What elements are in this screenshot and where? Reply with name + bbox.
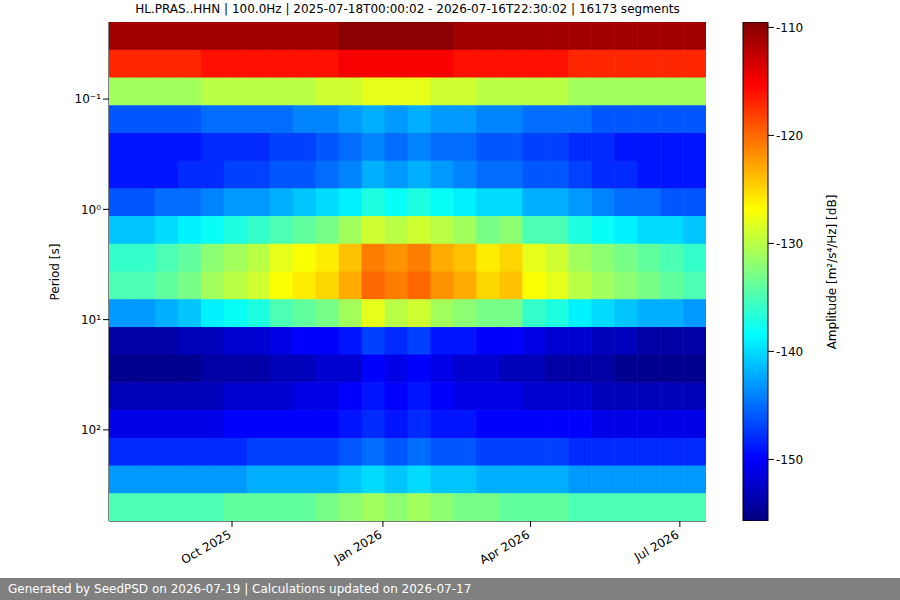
svg-text:Oct 2025: Oct 2025 xyxy=(179,527,234,567)
html-text:Generated by SeedPSD on 2026-0: Generated by SeedPSD on 2026-07-19 | Cal… xyxy=(8,582,472,596)
svg-text:Jul 2026: Jul 2026 xyxy=(631,527,681,564)
svg-text:-110: -110 xyxy=(776,21,803,35)
svg-text:-150: -150 xyxy=(776,453,803,467)
svg-text:-130: -130 xyxy=(776,237,803,251)
svg-text:-140: -140 xyxy=(776,345,803,359)
html-text:Amplitude [m²/s⁴/Hz] [dB]: Amplitude [m²/s⁴/Hz] [dB] xyxy=(825,194,839,349)
svg-text:10⁻¹: 10⁻¹ xyxy=(75,92,102,106)
svg-text:Jan 2026: Jan 2026 xyxy=(331,527,385,566)
svg-text:10²: 10² xyxy=(81,423,101,437)
svg-text:10⁰: 10⁰ xyxy=(81,203,101,217)
html-text:HL.PRAS..HHN | 100.0Hz | 2025-: HL.PRAS..HHN | 100.0Hz | 2025-07-18T00:0… xyxy=(135,2,680,16)
svg-text:Apr 2026: Apr 2026 xyxy=(477,527,532,567)
svg-text:-120: -120 xyxy=(776,129,803,143)
html-text:Period [s]: Period [s] xyxy=(48,243,62,300)
svg-text:10¹: 10¹ xyxy=(81,313,101,327)
